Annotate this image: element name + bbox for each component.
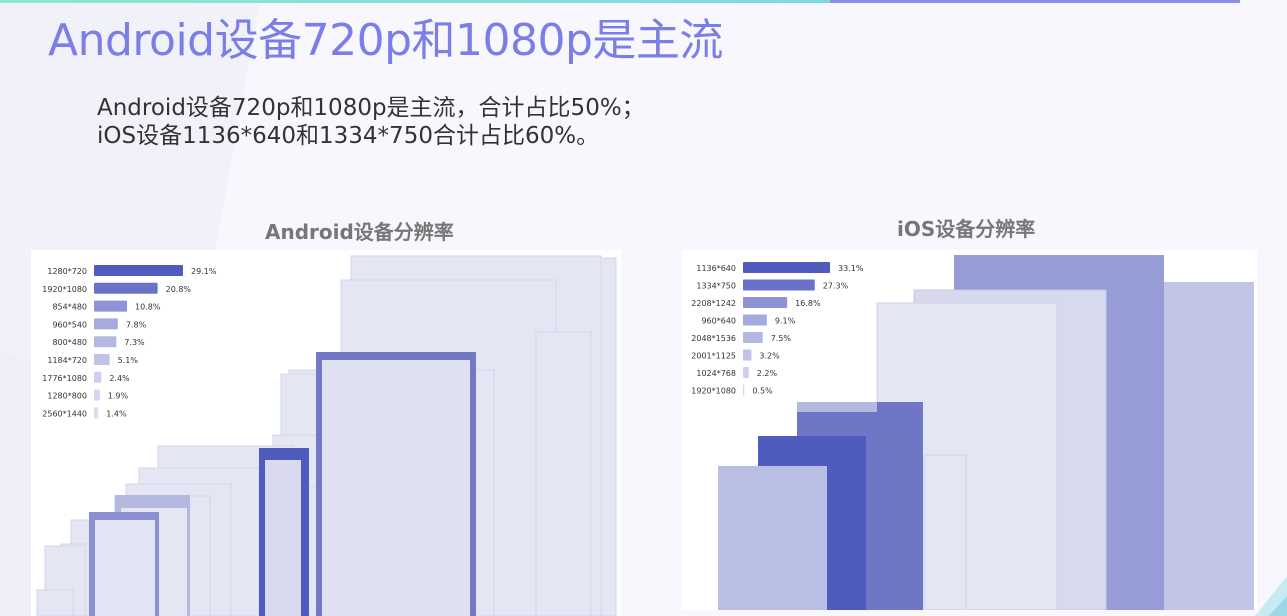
bar [94,318,118,329]
category-label: 1776*1080 [42,374,87,383]
value-label: 7.8% [126,320,147,329]
bar [743,367,749,378]
ios-bar-chart: 1136*640 33.1% 1334*750 27.3% 2208*1242 16.8%… [682,250,1257,610]
category-label: 800*480 [52,338,87,347]
value-label: 7.3% [124,338,145,347]
category-label: 1920*1080 [691,387,736,396]
value-label: 1.4% [106,409,127,418]
bar [743,262,830,273]
bar [94,372,101,383]
category-label: 2208*1242 [691,299,736,308]
value-label: 1.9% [108,392,129,401]
category-label: 1280*720 [47,267,87,276]
summary-text: Android设备720p和1080p是主流，合计占比50%； iOS设备113… [97,94,645,150]
category-label: 2001*1125 [691,352,736,361]
value-label: 33.1% [838,264,864,273]
bar [94,283,158,294]
value-label: 27.3% [823,282,849,291]
value-label: 9.1% [775,317,796,326]
category-label: 960*640 [701,317,736,326]
value-label: 2.4% [109,374,130,383]
bar [94,336,116,347]
value-label: 20.8% [166,285,192,294]
ios-chart-panel: 1136*640 33.1% 1334*750 27.3% 2208*1242 16.8%… [682,250,1257,610]
value-label: 3.2% [759,352,780,361]
category-label: 1334*750 [696,282,736,291]
value-label: 29.1% [191,267,217,276]
bar [743,385,744,396]
bar [94,390,100,401]
category-label: 1024*768 [696,369,736,378]
category-label: 854*480 [52,303,87,312]
bar [743,350,751,361]
value-label: 5.1% [118,356,139,365]
corner-decoration [1247,576,1287,616]
bar [94,301,127,312]
bar [94,265,183,276]
value-label: 16.8% [795,299,821,308]
category-label: 2048*1536 [691,334,736,343]
slide-title: Android设备720p和1080p是主流 [48,4,723,68]
category-label: 1920*1080 [42,285,87,294]
bar [743,332,763,343]
android-chart-panel: 1280*720 29.1% 1920*1080 20.8% 854*480 10.8% 9… [31,250,621,616]
category-label: 1280*800 [47,392,87,401]
bar [743,297,787,308]
value-label: 2.2% [757,369,778,378]
android-chart-title: Android设备分辨率 [265,216,454,245]
bar [743,280,815,291]
category-label: 960*540 [52,320,87,329]
summary-line-2: iOS设备1136*640和1334*750合计占比60%。 [97,122,645,150]
value-label: 7.5% [771,334,792,343]
android-bar-chart: 1280*720 29.1% 1920*1080 20.8% 854*480 10.8% 9… [31,250,621,616]
category-label: 2560*1440 [42,409,87,418]
bar [94,354,110,365]
category-label: 1136*640 [696,264,736,273]
ios-chart-title: iOS设备分辨率 [897,213,1035,242]
top-accent-bar-teal [0,0,830,3]
bar [94,407,98,418]
value-label: 10.8% [135,303,161,312]
top-accent-bar-purple [830,0,1240,3]
category-label: 1184*720 [47,356,87,365]
value-label: 0.5% [752,387,773,396]
summary-line-1: Android设备720p和1080p是主流，合计占比50%； [97,94,645,122]
bar [743,315,767,326]
